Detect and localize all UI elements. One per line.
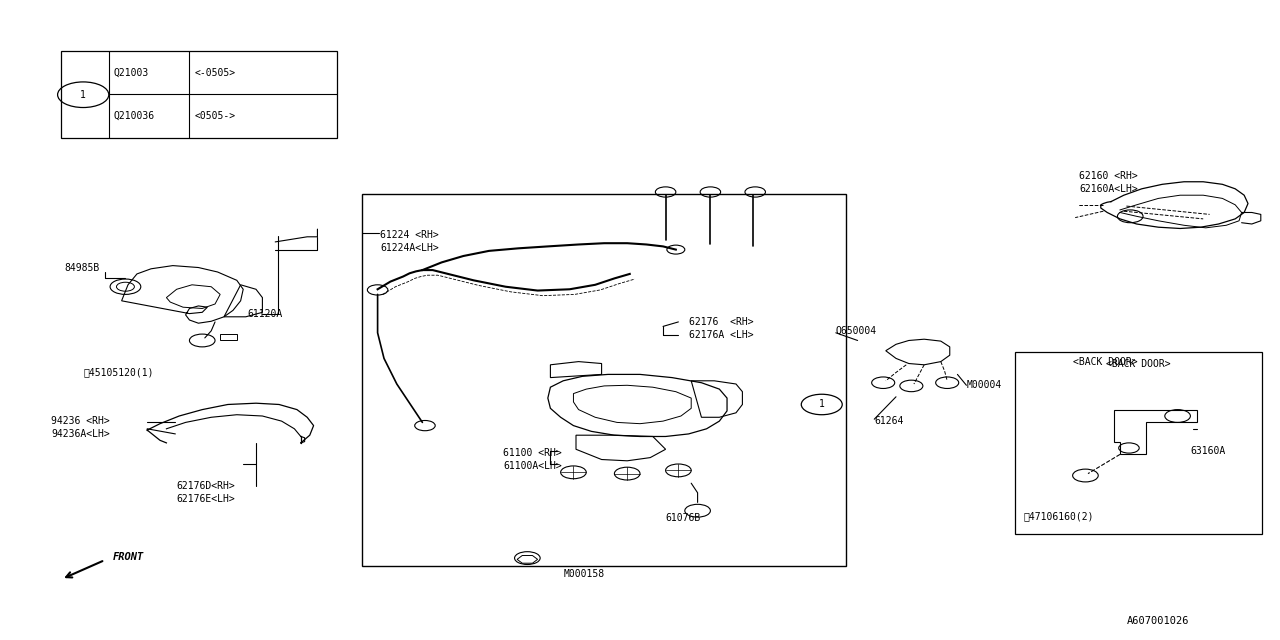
Text: 61100 <RH>: 61100 <RH>	[503, 448, 562, 458]
Text: 62160 <RH>: 62160 <RH>	[1079, 171, 1138, 181]
Text: 84985B: 84985B	[64, 262, 100, 273]
Text: 94236 <RH>: 94236 <RH>	[51, 416, 110, 426]
Bar	[362, 194, 846, 566]
Text: Ⓢ45105120(1): Ⓢ45105120(1)	[83, 367, 154, 378]
Text: <-0505>: <-0505>	[195, 68, 236, 78]
Text: 61076B: 61076B	[666, 513, 701, 524]
Text: 62176D<RH>: 62176D<RH>	[177, 481, 236, 492]
Text: 63160A: 63160A	[1190, 446, 1226, 456]
Text: 94236A<LH>: 94236A<LH>	[51, 429, 110, 439]
Text: <BACK DOOR>: <BACK DOOR>	[1106, 358, 1171, 369]
Text: 61224A<LH>: 61224A<LH>	[380, 243, 439, 253]
Text: 61120A: 61120A	[247, 308, 283, 319]
Text: 62176  <RH>: 62176 <RH>	[689, 317, 753, 327]
Text: M00004: M00004	[966, 380, 1002, 390]
Text: 62176A <LH>: 62176A <LH>	[689, 330, 753, 340]
Text: 61224 <RH>: 61224 <RH>	[380, 230, 439, 240]
Text: Q210036: Q210036	[114, 111, 155, 121]
Text: M000158: M000158	[563, 569, 604, 579]
Text: Ⓢ47106160(2): Ⓢ47106160(2)	[1024, 511, 1094, 522]
Text: <BACK DOOR>: <BACK DOOR>	[1073, 356, 1137, 367]
Text: <0505->: <0505->	[195, 111, 236, 121]
Text: A607001026: A607001026	[1126, 616, 1189, 626]
Bar	[61, 51, 337, 138]
Text: 1: 1	[81, 90, 86, 100]
Text: 61264: 61264	[874, 416, 904, 426]
Text: 1: 1	[819, 399, 824, 410]
Text: FRONT: FRONT	[113, 552, 143, 562]
Text: 62176E<LH>: 62176E<LH>	[177, 494, 236, 504]
Text: 61100A<LH>: 61100A<LH>	[503, 461, 562, 471]
Text: 62160A<LH>: 62160A<LH>	[1079, 184, 1138, 194]
Text: Q650004: Q650004	[836, 326, 877, 336]
Text: Q21003: Q21003	[114, 68, 150, 78]
Bar	[1015, 352, 1262, 534]
